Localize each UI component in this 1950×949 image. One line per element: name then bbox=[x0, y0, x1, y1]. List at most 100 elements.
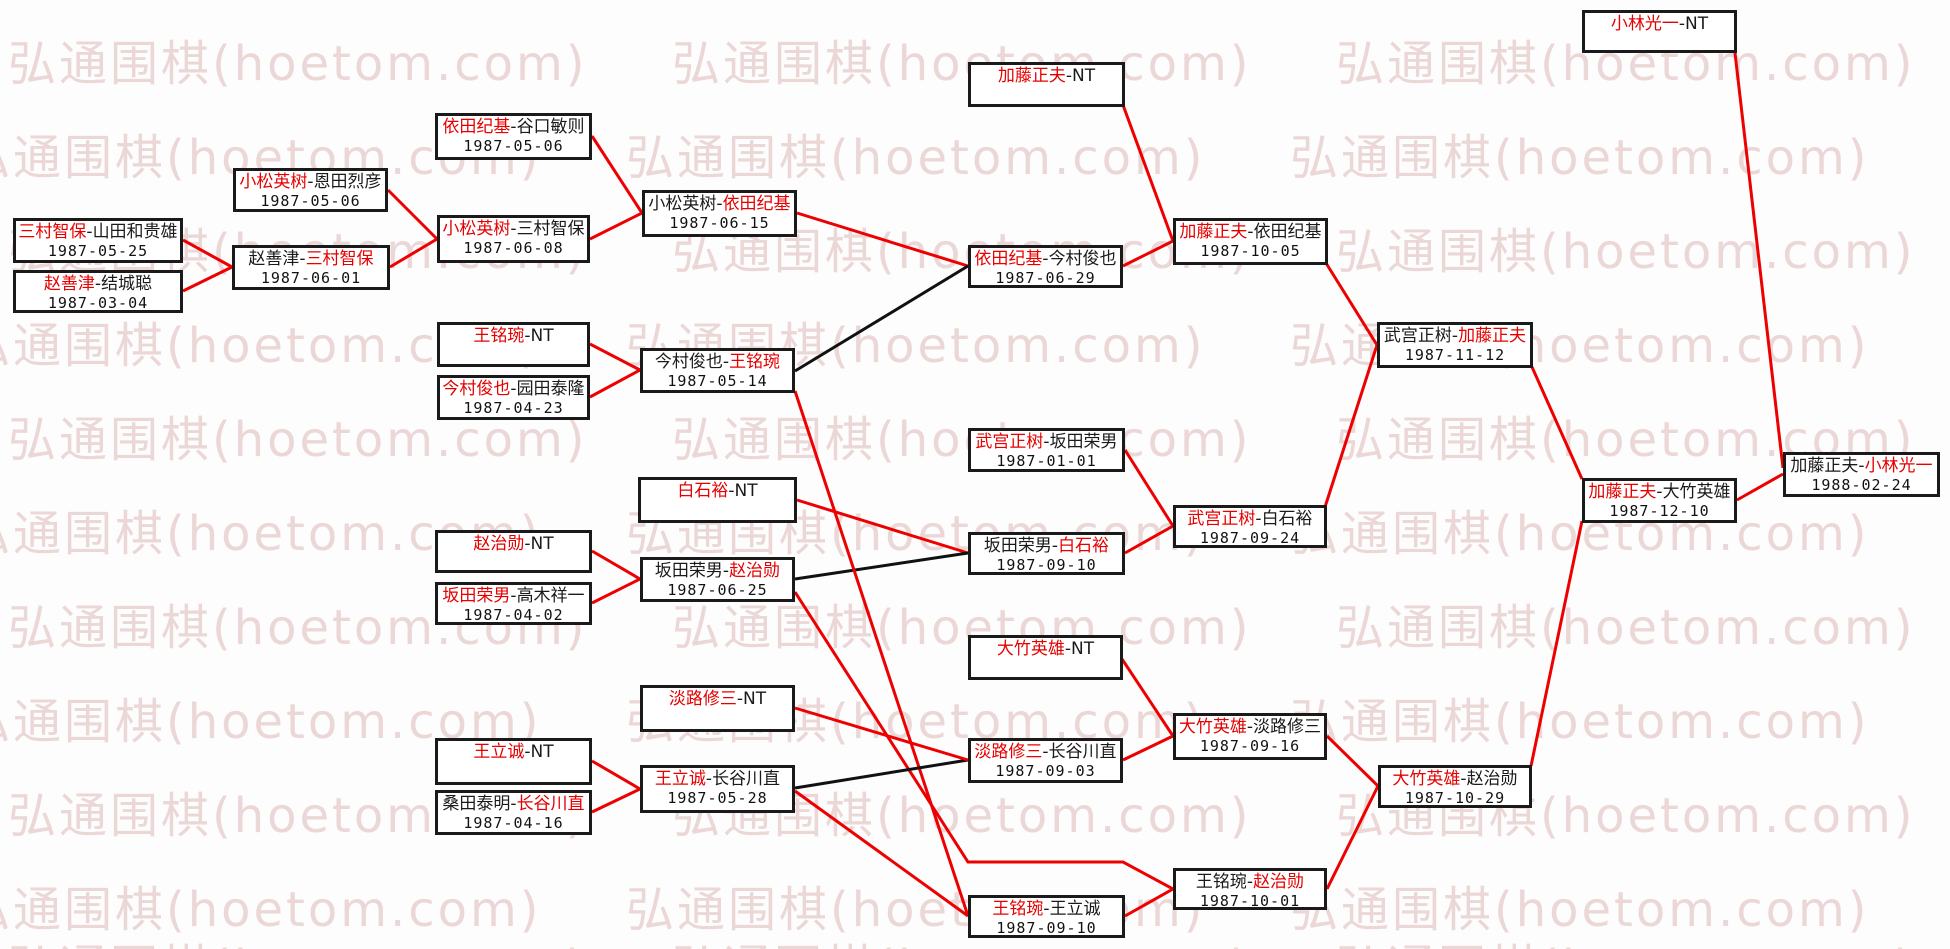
player-separator: - bbox=[728, 481, 735, 501]
match-players: 大竹英雄-NT bbox=[971, 640, 1120, 659]
connector-line-red bbox=[591, 577, 641, 605]
match-box[interactable]: 坂田荣男-白石裕 1987-09-10 bbox=[968, 532, 1125, 575]
player-1: 赵善津 bbox=[43, 274, 95, 294]
match-box[interactable]: 大竹英雄-淡路修三 1987-09-16 bbox=[1173, 713, 1327, 760]
match-box[interactable]: 今村俊也-王铭琬 1987-05-14 bbox=[640, 348, 795, 393]
match-players: 三村智保-山田和贵雄 bbox=[16, 223, 180, 242]
match-box[interactable]: 武宫正树-加藤正夫 1987-11-12 bbox=[1377, 322, 1533, 368]
player-1: 王立诚 bbox=[473, 742, 525, 762]
match-players: 王立诚-长谷川直 bbox=[643, 770, 792, 789]
match-players: 赵治勋-NT bbox=[438, 535, 589, 554]
player-1: 依田纪基 bbox=[974, 249, 1043, 269]
player-separator: - bbox=[1042, 249, 1049, 269]
match-players: 今村俊也-王铭琬 bbox=[643, 353, 792, 372]
player-1: 大竹英雄 bbox=[996, 639, 1065, 659]
match-box[interactable]: 加藤正夫-小林光一 1988-02-24 bbox=[1783, 452, 1940, 497]
watermark-text: 弘通围棋(hoetom.com) bbox=[672, 928, 1252, 949]
match-players: 今村俊也-园田泰隆 bbox=[440, 380, 587, 399]
match-box[interactable]: 大竹英雄-赵治勋 1987-10-29 bbox=[1378, 765, 1532, 808]
match-box[interactable]: 武宫正树-白石裕 1987-09-24 bbox=[1173, 505, 1327, 548]
match-box[interactable]: 赵善津-三村智保 1987-06-01 bbox=[232, 245, 390, 290]
connector-line-red bbox=[389, 237, 438, 269]
connector-line-red bbox=[1122, 734, 1174, 762]
match-box[interactable]: 王铭琬-NT bbox=[437, 322, 590, 367]
player-1: 坂田荣男 bbox=[983, 536, 1052, 556]
connector-line-black bbox=[794, 264, 969, 373]
match-box[interactable]: 白石裕-NT bbox=[638, 477, 797, 523]
match-box[interactable]: 坂田荣男-赵治勋 1987-06-25 bbox=[640, 557, 795, 602]
match-box[interactable]: 坂田荣男-高木祥一 1987-04-02 bbox=[435, 582, 592, 625]
match-box[interactable]: 小松英树-恩田烈彦 1987-05-06 bbox=[233, 168, 388, 212]
player-1: 坂田荣男 bbox=[654, 561, 723, 581]
match-box[interactable]: 桑田泰明-长谷川直 1987-04-16 bbox=[435, 790, 592, 835]
connector-line-red bbox=[1124, 887, 1174, 918]
player-separator: - bbox=[510, 586, 517, 606]
connector-line-red bbox=[1733, 52, 1785, 469]
match-box[interactable]: 王铭琬-王立诚 1987-09-10 bbox=[968, 895, 1125, 938]
player-separator: - bbox=[1043, 432, 1050, 452]
connector-line-red bbox=[796, 211, 969, 268]
player-2: 加藤正夫 bbox=[1458, 326, 1527, 346]
player-2: NT bbox=[1071, 639, 1095, 659]
match-box[interactable]: 小松英树-依田纪基 1987-06-15 bbox=[642, 190, 797, 237]
player-1: 大竹英雄 bbox=[1392, 769, 1461, 789]
match-players: 淡路修三-长谷川直 bbox=[971, 743, 1120, 762]
match-players: 武宫正树-加藤正夫 bbox=[1380, 327, 1530, 346]
match-box[interactable]: 小林光一-NT bbox=[1582, 10, 1737, 53]
match-date: 1987-09-10 bbox=[996, 919, 1097, 937]
player-2: 今村俊也 bbox=[1048, 249, 1117, 269]
connector-line-red bbox=[793, 591, 1174, 891]
match-players: 坂田荣男-白石裕 bbox=[971, 537, 1122, 556]
match-date: 1987-09-16 bbox=[1199, 737, 1301, 755]
match-box[interactable]: 小松英树-三村智保 1987-06-08 bbox=[437, 215, 590, 263]
connector-line-red bbox=[1325, 785, 1380, 890]
player-1: 王铭琬 bbox=[1195, 872, 1247, 892]
connector-line-red bbox=[796, 498, 969, 555]
player-2: 三村智保 bbox=[516, 219, 585, 239]
match-date: 1988-02-24 bbox=[1811, 476, 1912, 494]
player-2: 长谷川直 bbox=[1048, 742, 1117, 762]
match-box[interactable]: 王立诚-NT bbox=[435, 738, 592, 785]
player-2: 依田纪基 bbox=[722, 194, 791, 214]
connector-line-red bbox=[591, 549, 641, 581]
match-box[interactable]: 赵治勋-NT bbox=[435, 530, 592, 573]
match-players: 小松英树-恩田烈彦 bbox=[236, 173, 385, 192]
connector-line-red bbox=[1123, 449, 1175, 527]
watermark-text: 弘通围棋(hoetom.com) bbox=[626, 130, 1206, 186]
match-box[interactable]: 加藤正夫-NT bbox=[968, 62, 1125, 107]
connector-line-red bbox=[1529, 520, 1584, 767]
connector-line-red bbox=[793, 390, 970, 917]
player-separator: - bbox=[524, 326, 531, 346]
match-box[interactable]: 依田纪基-今村俊也 1987-06-29 bbox=[968, 245, 1123, 288]
match-players: 大竹英雄-赵治勋 bbox=[1381, 770, 1529, 789]
match-box[interactable]: 淡路修三-NT bbox=[640, 685, 795, 732]
player-2: 白石裕 bbox=[1058, 536, 1110, 556]
match-box[interactable]: 淡路修三-长谷川直 1987-09-03 bbox=[968, 738, 1123, 783]
player-2: NT bbox=[530, 534, 554, 554]
player-1: 加藤正夫 bbox=[1179, 222, 1248, 242]
match-box[interactable]: 王铭琬-赵治勋 1987-10-01 bbox=[1173, 868, 1327, 910]
player-separator: - bbox=[1051, 536, 1059, 556]
match-box[interactable]: 今村俊也-园田泰隆 1987-04-23 bbox=[437, 375, 590, 420]
connector-line-red bbox=[1324, 262, 1379, 346]
match-players: 大竹英雄-淡路修三 bbox=[1176, 718, 1324, 737]
match-box[interactable]: 依田纪基-谷口敏则 1987-05-06 bbox=[435, 113, 592, 160]
player-separator: - bbox=[736, 689, 744, 709]
match-box[interactable]: 赵善津-结城聪 1987-03-04 bbox=[13, 270, 183, 313]
player-separator: - bbox=[510, 219, 517, 239]
player-2: 园田泰隆 bbox=[516, 379, 585, 399]
match-box[interactable]: 王立诚-长谷川直 1987-05-28 bbox=[640, 765, 795, 813]
connector-line-black bbox=[794, 551, 969, 581]
match-box[interactable]: 三村智保-山田和贵雄 1987-05-25 bbox=[13, 218, 183, 263]
watermark-text: 弘通围棋(hoetom.com) bbox=[8, 412, 588, 468]
player-2: 长谷川直 bbox=[712, 769, 781, 789]
match-box[interactable]: 大竹英雄-NT bbox=[968, 635, 1123, 680]
match-players: 加藤正夫-大竹英雄 bbox=[1585, 483, 1734, 502]
player-2: 赵治勋 bbox=[1253, 872, 1305, 892]
match-box[interactable]: 武宫正树-坂田荣男 1987-01-01 bbox=[968, 428, 1125, 472]
match-box[interactable]: 加藤正夫-依田纪基 1987-10-05 bbox=[1173, 218, 1328, 265]
player-separator: - bbox=[1246, 872, 1254, 892]
match-box[interactable]: 加藤正夫-大竹英雄 1987-12-10 bbox=[1582, 478, 1737, 523]
connector-line-red bbox=[589, 368, 641, 399]
